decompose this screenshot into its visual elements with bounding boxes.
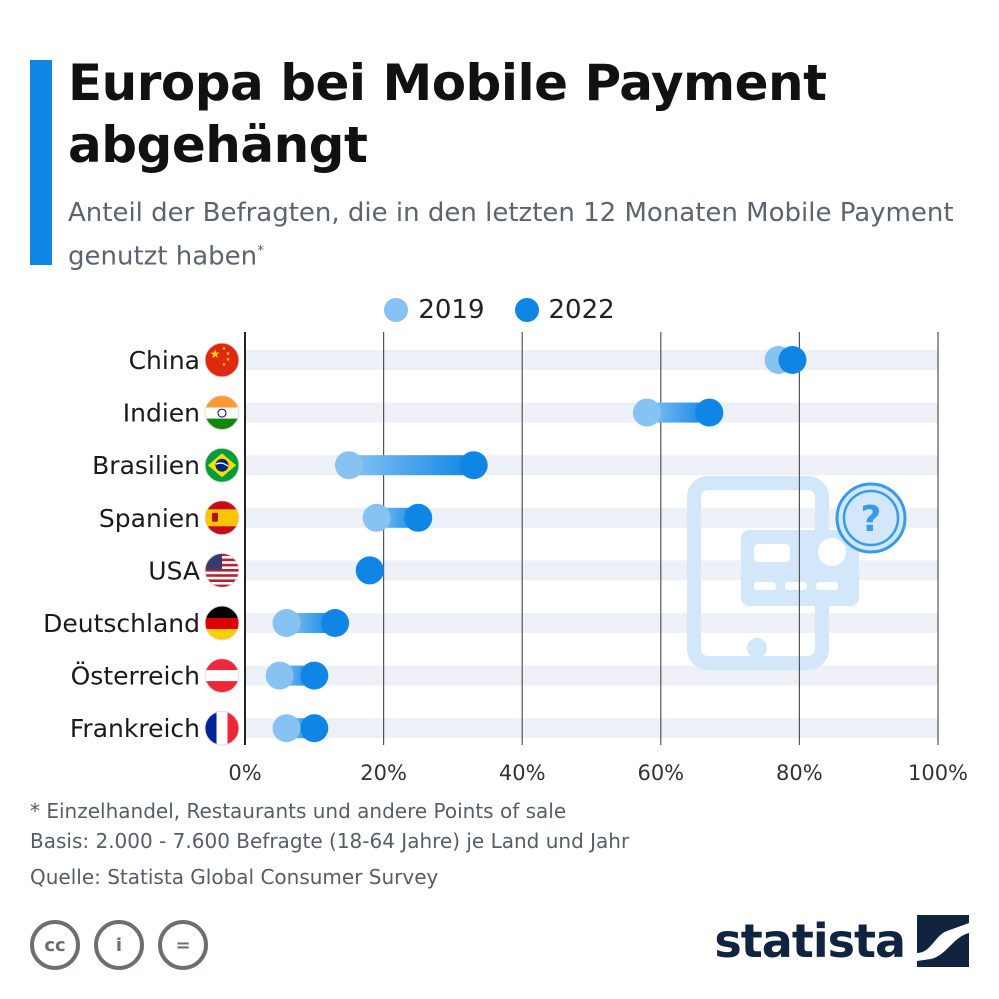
category-label: USA — [148, 556, 200, 585]
x-tick-label: 60% — [637, 761, 684, 785]
row-band — [245, 665, 938, 686]
point-2019 — [334, 451, 363, 480]
brazil-flag-icon — [205, 448, 239, 483]
dumbbell-chart: ? China Indien Brasilien Spanien USA Deutschl… — [43, 332, 968, 785]
usa-flag-icon — [205, 553, 239, 588]
category-label: Brasilien — [92, 451, 200, 480]
legend-dot-2019 — [384, 298, 409, 322]
connector-bar — [646, 402, 710, 423]
row-band — [245, 613, 938, 633]
x-tick-label: 40% — [499, 761, 546, 785]
svg-text:★: ★ — [210, 347, 221, 361]
row-band — [245, 350, 938, 370]
category-label: China — [129, 346, 200, 375]
flag-ring — [204, 500, 240, 536]
point-2022 — [778, 346, 807, 374]
austria-flag-icon — [205, 658, 239, 693]
category-label: Spanien — [99, 504, 200, 533]
point-2019 — [632, 398, 661, 427]
india-flag-icon — [205, 395, 239, 430]
row-band — [245, 402, 938, 423]
flag-ring — [204, 605, 240, 641]
flag-ring — [204, 447, 240, 483]
page-title: Europa bei Mobile Payment abgehängt — [68, 54, 827, 174]
flag-ring — [204, 342, 240, 378]
spain-flag-icon — [205, 500, 239, 535]
point-2022 — [355, 556, 384, 585]
point-2019 — [272, 609, 301, 637]
x-tick-label: 20% — [360, 761, 407, 785]
footnote-points-of-sale: * Einzelhandel, Restaurants und andere P… — [30, 799, 567, 823]
footnote-basis: Basis: 2.000 - 7.600 Befragte (18-64 Jah… — [30, 829, 630, 853]
chart-legend: 2019 2022 — [0, 290, 999, 330]
flag-ring — [204, 658, 240, 694]
point-2022 — [300, 714, 329, 743]
flag-ring — [204, 710, 240, 746]
svg-text:?: ? — [861, 499, 882, 540]
subtitle-footnote-mark: * — [257, 243, 265, 259]
x-tick-label: 0% — [228, 761, 261, 785]
svg-text:★: ★ — [222, 346, 227, 352]
flag-icons: ★ ★★★★ — [204, 342, 240, 746]
point-2022 — [459, 451, 488, 480]
china-flag-icon: ★ ★★★★ — [205, 343, 239, 377]
point-2022 — [404, 503, 433, 532]
page-subtitle: Anteil der Befragten, die in den letzten… — [68, 194, 968, 276]
point-2022 — [695, 398, 724, 427]
flag-ring — [204, 395, 240, 431]
svg-text:★: ★ — [226, 351, 231, 357]
accent-bar — [30, 60, 52, 265]
x-tick-label: 100% — [908, 761, 968, 785]
category-label: Österreich — [71, 662, 200, 691]
point-2019 — [362, 503, 391, 532]
statista-logo[interactable]: statista — [714, 914, 969, 968]
point-2019 — [272, 714, 301, 743]
category-label: Frankreich — [70, 714, 200, 743]
connector-bar — [348, 455, 474, 476]
svg-text:★: ★ — [222, 362, 227, 368]
cc-icon[interactable]: cc — [30, 920, 80, 970]
point-2022 — [321, 609, 350, 637]
footnote-source: Quelle: Statista Global Consumer Survey — [30, 865, 439, 889]
category-label: Deutschland — [43, 609, 200, 638]
x-tick-labels: 0% 20% 40% 60% 80% 100% — [228, 761, 968, 785]
legend-label-2019: 2019 — [418, 295, 485, 325]
legend-item-2019: 2019 — [384, 295, 485, 325]
point-2019 — [265, 661, 294, 690]
row-band — [245, 718, 938, 739]
license-icons: cc i = — [30, 920, 208, 970]
france-flag-icon — [205, 711, 239, 746]
legend-item-2022: 2022 — [514, 295, 615, 325]
point-2022 — [300, 661, 329, 690]
brand-wordmark: statista — [714, 914, 906, 968]
category-label: Indien — [123, 399, 200, 428]
germany-flag-icon — [205, 606, 239, 640]
subtitle-text: Anteil der Befragten, die in den letzten… — [68, 198, 954, 272]
flag-ring — [204, 552, 240, 588]
nd-icon[interactable]: = — [158, 920, 208, 970]
by-icon[interactable]: i — [94, 920, 144, 970]
chart-marks — [265, 346, 807, 743]
category-labels: China Indien Brasilien Spanien USA Deutschlan… — [43, 346, 200, 743]
row-band — [245, 507, 938, 528]
x-tick-label: 80% — [776, 761, 823, 785]
x-gridlines — [244, 332, 939, 745]
legend-label-2022: 2022 — [548, 295, 615, 325]
statista-mark-icon — [917, 915, 969, 967]
legend-dot-2022 — [514, 298, 539, 322]
svg-text:★: ★ — [226, 357, 231, 363]
